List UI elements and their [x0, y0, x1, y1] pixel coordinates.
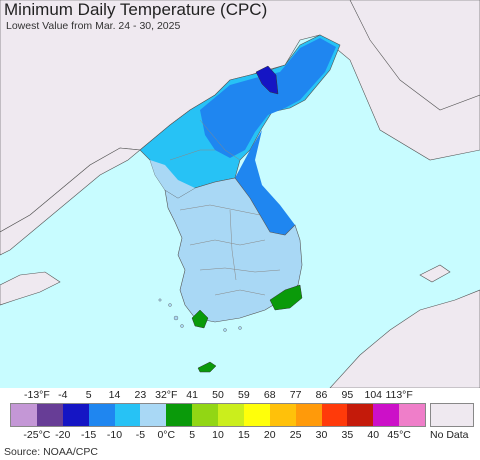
- legend-swatch-3: [88, 404, 115, 426]
- legend-top-label-10: 77: [289, 389, 302, 401]
- legend-top-label-9: 68: [263, 389, 276, 401]
- land-shandong: [0, 271, 61, 306]
- southwest-warm-zone: [191, 309, 209, 329]
- legend-swatch-5: [140, 404, 167, 426]
- legend-swatch-0: [11, 404, 37, 426]
- legend-no-data-swatch: [430, 403, 474, 427]
- legend-no-data-label: No Data: [430, 429, 469, 441]
- legend-top-label-5: 32°F: [155, 389, 178, 401]
- page-subtitle: Lowest Value from Mar. 24 - 30, 2025: [6, 20, 181, 32]
- legend-top-label-3: 14: [108, 389, 121, 401]
- map-area: [0, 0, 480, 389]
- legend-bottom-label-3: -10: [106, 429, 123, 441]
- legend-swatch-2: [62, 404, 89, 426]
- legend-top-label-7: 50: [212, 389, 224, 401]
- legend-top-label-1: -4: [58, 389, 68, 401]
- legend-bottom-label-6: 5: [189, 429, 196, 441]
- legend-swatch-6: [166, 404, 193, 426]
- temperature-map: [0, 0, 480, 389]
- legend-top-label-8: 59: [238, 389, 250, 401]
- legend-bottom-label-11: 30: [315, 429, 328, 441]
- legend-swatch-11: [295, 404, 322, 426]
- legend-top-label-4: 23: [134, 389, 147, 401]
- legend-swatch-10: [269, 404, 296, 426]
- legend-top-label-12: 95: [341, 389, 354, 401]
- north-korea-cold-core: [200, 38, 336, 158]
- land-liaodong: [0, 147, 141, 256]
- legend-bottom-label-4: -5: [135, 429, 146, 441]
- jeju-island: [197, 361, 217, 373]
- legend-swatch-8: [218, 404, 244, 426]
- legend-bottom-label-10: 25: [289, 429, 302, 441]
- busan-warm-zone: [269, 284, 303, 311]
- coldest-pocket: [255, 65, 279, 95]
- north-korea-west-mild: [150, 160, 195, 198]
- legend-swatch-7: [192, 404, 218, 426]
- legend-swatch-1: [36, 404, 63, 426]
- coastal-islands: [158, 298, 242, 332]
- legend-top-label-13: 104: [364, 389, 383, 401]
- legend-top-label-14: 113°F: [385, 389, 413, 401]
- legend-top-label-11: 86: [315, 389, 328, 401]
- legend-top-label-6: 41: [186, 389, 198, 401]
- land-japan: [329, 289, 480, 389]
- land-japan-north: [419, 264, 451, 283]
- legend-bottom-label-13: 40: [367, 429, 380, 441]
- east-coast-band: [235, 130, 295, 235]
- page-title: Minimum Daily Temperature (CPC): [4, 0, 268, 19]
- legend-swatch-13: [347, 404, 374, 426]
- legend-swatch-14: [373, 404, 400, 426]
- legend-bottom-label-8: 15: [238, 429, 250, 441]
- legend-top-label-0: -13°F: [23, 389, 50, 401]
- legend-bottom-label-7: 10: [212, 429, 224, 441]
- legend-bottom-label-2: -15: [81, 429, 97, 441]
- legend-swatch-15: [399, 404, 425, 426]
- source-credit: Source: NOAA/CPC: [4, 446, 98, 458]
- province-boundaries: [169, 119, 281, 296]
- legend-bottom-label-14: 45°C: [387, 429, 411, 441]
- legend-bottom-label-1: -20: [55, 429, 71, 441]
- legend-top-label-2: 5: [85, 389, 92, 401]
- legend-bottom-label-5: 0°C: [157, 429, 176, 441]
- legend-swatch-9: [243, 404, 270, 426]
- legend-bottom-label-12: 35: [341, 429, 354, 441]
- legend-swatch-12: [321, 404, 348, 426]
- legend-bottom-label-9: 20: [263, 429, 276, 441]
- legend-bottom-label-0: -25°C: [23, 429, 51, 441]
- legend-color-bar: [10, 403, 426, 427]
- land-russia-coast: [349, 0, 480, 111]
- legend-swatch-4: [114, 404, 141, 426]
